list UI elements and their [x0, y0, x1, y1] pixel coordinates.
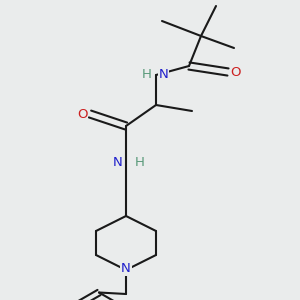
Text: N: N — [159, 68, 169, 82]
Text: O: O — [230, 65, 241, 79]
Text: O: O — [77, 107, 88, 121]
Text: N: N — [113, 155, 123, 169]
Text: H: H — [135, 155, 145, 169]
Text: H: H — [142, 68, 152, 82]
Text: N: N — [121, 262, 131, 275]
